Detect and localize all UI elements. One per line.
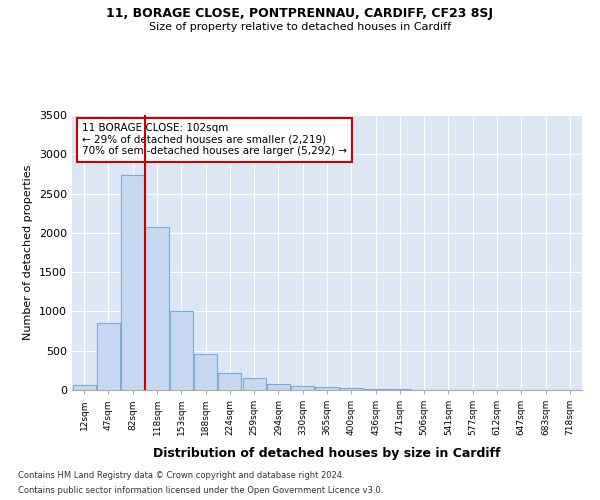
Bar	[316, 387, 338, 390]
Bar	[218, 373, 241, 390]
Text: Size of property relative to detached houses in Cardiff: Size of property relative to detached ho…	[149, 22, 451, 32]
Text: Contains public sector information licensed under the Open Government Licence v3: Contains public sector information licen…	[18, 486, 383, 495]
Bar	[242, 378, 266, 390]
Bar	[170, 310, 193, 390]
Text: Contains HM Land Registry data © Crown copyright and database right 2024.: Contains HM Land Registry data © Crown c…	[18, 471, 344, 480]
Bar	[364, 389, 387, 390]
X-axis label: Distribution of detached houses by size in Cardiff: Distribution of detached houses by size …	[153, 446, 501, 460]
Bar	[340, 388, 363, 390]
Bar	[388, 389, 412, 390]
Bar	[97, 323, 120, 390]
Bar	[121, 176, 144, 390]
Y-axis label: Number of detached properties: Number of detached properties	[23, 165, 34, 340]
Text: 11 BORAGE CLOSE: 102sqm
← 29% of detached houses are smaller (2,219)
70% of semi: 11 BORAGE CLOSE: 102sqm ← 29% of detache…	[82, 123, 347, 156]
Text: 11, BORAGE CLOSE, PONTPRENNAU, CARDIFF, CF23 8SJ: 11, BORAGE CLOSE, PONTPRENNAU, CARDIFF, …	[107, 8, 493, 20]
Bar	[194, 354, 217, 390]
Bar	[291, 386, 314, 390]
Bar	[73, 386, 95, 390]
Bar	[267, 384, 290, 390]
Bar	[145, 227, 169, 390]
